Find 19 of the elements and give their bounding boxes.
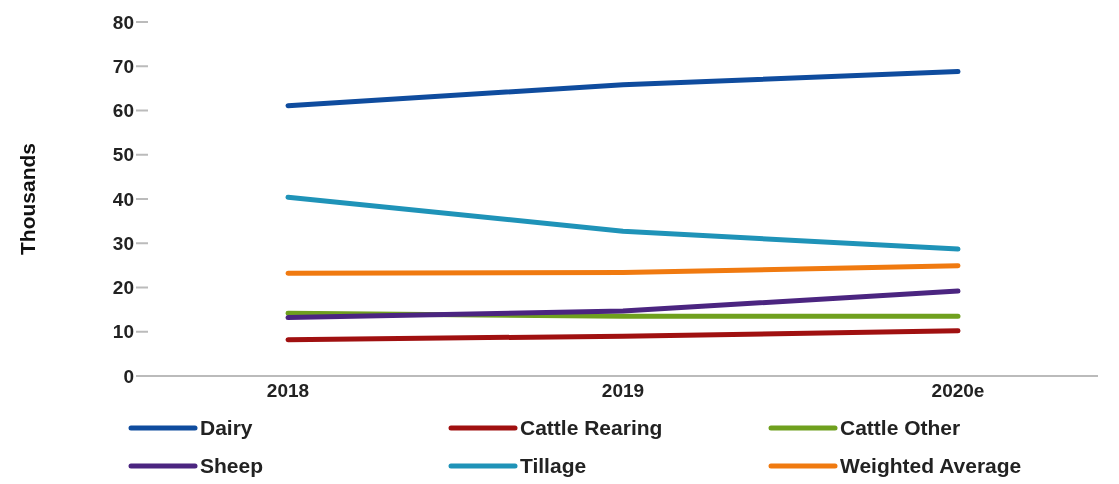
legend-label: Cattle Rearing [520, 416, 663, 440]
x-tick-label: 2019 [601, 380, 645, 402]
legend-label: Weighted Average [840, 454, 1022, 478]
y-tick-label: 50 [112, 144, 134, 166]
y-tick-label: 80 [112, 11, 134, 33]
y-tick-label: 30 [112, 232, 134, 254]
x-tick-label: 2020e [931, 380, 985, 402]
x-tick-label: 2018 [266, 380, 310, 402]
y-tick-label: 70 [112, 56, 134, 77]
legend-label: Tillage [520, 454, 587, 478]
legend-label: Sheep [200, 454, 264, 478]
y-tick-label: 60 [112, 100, 134, 122]
y-tick-label: 10 [112, 321, 134, 343]
y-tick-label: 20 [112, 277, 134, 299]
legend-label: Cattle Other [840, 416, 961, 440]
y-tick-label: 40 [112, 188, 134, 210]
y-axis-title: Thousands [16, 142, 40, 256]
legend-label: Dairy [200, 416, 253, 440]
y-tick-label: 0 [123, 365, 134, 387]
